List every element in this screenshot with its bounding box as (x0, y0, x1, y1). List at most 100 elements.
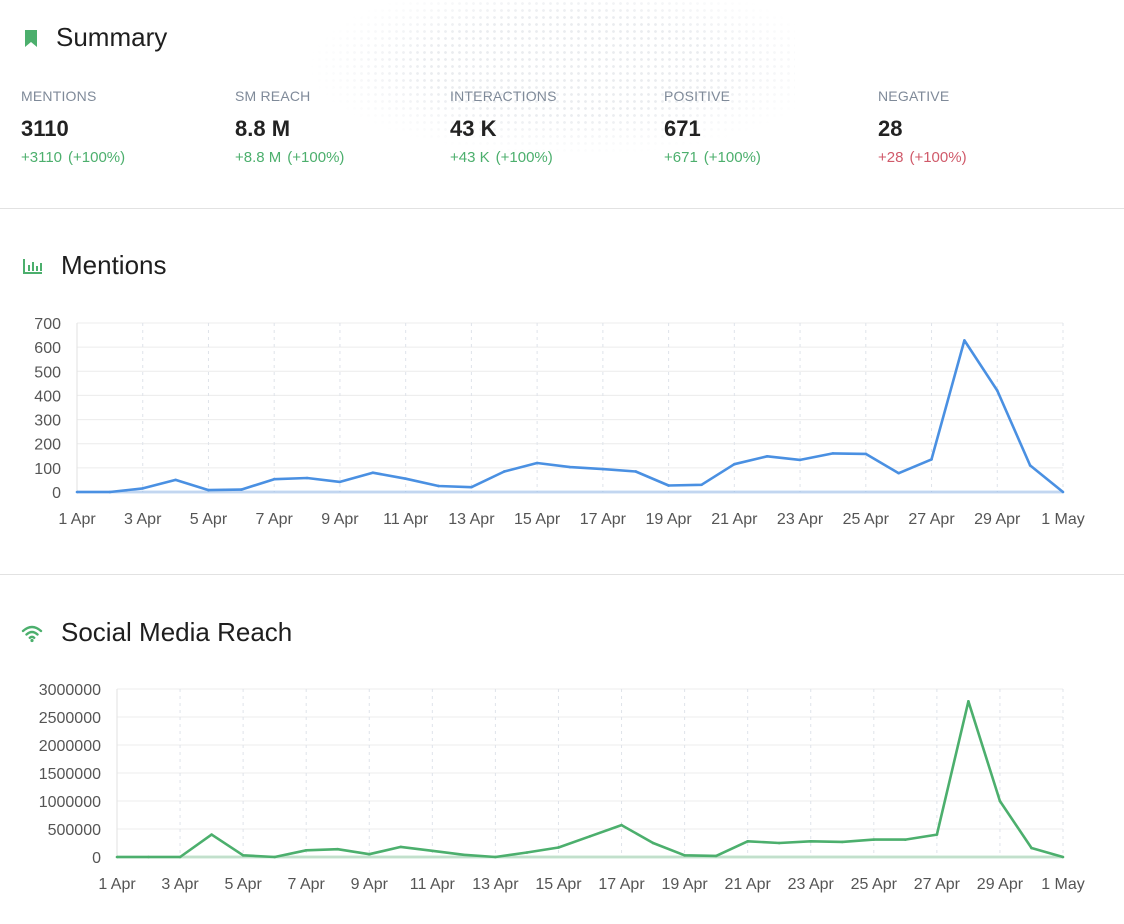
delta-percent: (+100%) (68, 149, 126, 166)
data-point (240, 488, 243, 491)
data-point (272, 477, 276, 481)
metric-value: 43 K (450, 116, 497, 141)
world-map-background (295, 0, 795, 165)
summary-title: Summary (56, 22, 168, 52)
data-point (904, 838, 907, 841)
metric-interactions: INTERACTIONS 43 K +43 K (+100%) (450, 88, 660, 166)
data-point (174, 478, 177, 482)
x-tick-label: 1 May (1041, 876, 1085, 893)
x-tick-label: 19 Apr (645, 511, 692, 528)
data-point (1028, 464, 1032, 467)
x-tick-label: 21 Apr (725, 876, 772, 893)
data-point (872, 838, 876, 841)
data-point (178, 855, 182, 859)
metric-label: MENTIONS (21, 88, 97, 104)
data-point (1061, 855, 1065, 859)
metric-value: 3110 (21, 116, 69, 141)
y-tick-label: 500 (34, 364, 61, 381)
y-tick-label: 100 (34, 461, 61, 478)
x-tick-label: 15 Apr (535, 876, 582, 893)
data-point (714, 854, 718, 858)
delta-value: +8.8 M (235, 149, 282, 166)
data-point (967, 700, 970, 703)
data-point (108, 490, 112, 494)
y-tick-label: 400 (34, 388, 61, 405)
metric-sm-reach: SM REACH 8.8 M +8.8 M (+100%) (235, 88, 445, 166)
y-tick-label: 1000000 (39, 794, 101, 811)
reach-chart: 0 500000 1000000 1500000 2000000 2500000 30000… (39, 682, 1085, 893)
data-point (557, 846, 560, 849)
x-tick-label: 9 Apr (351, 876, 389, 893)
x-tick-label: 21 Apr (711, 511, 758, 528)
data-point (525, 851, 529, 854)
x-tick-label: 23 Apr (788, 876, 835, 893)
delta-value: +3110 (21, 149, 63, 166)
metric-delta: +43 K (+100%) (450, 149, 660, 166)
data-point (273, 855, 276, 859)
data-point (963, 339, 966, 342)
x-tick-label: 13 Apr (448, 511, 495, 528)
data-point (115, 855, 119, 859)
x-tick-label: 7 Apr (288, 876, 326, 893)
data-point (935, 833, 939, 836)
data-point (305, 476, 309, 480)
x-tick-label: 17 Apr (580, 511, 627, 528)
x-tick-label: 13 Apr (472, 876, 519, 893)
data-point (1030, 846, 1033, 850)
y-tick-label: 0 (52, 485, 61, 502)
metric-mentions: MENTIONS 3110 +3110 (+100%) (21, 88, 231, 166)
x-tick-label: 27 Apr (908, 511, 955, 528)
data-point (746, 840, 749, 843)
data-point (367, 852, 371, 856)
data-point (399, 845, 403, 849)
data-point (75, 490, 79, 494)
x-tick-label: 5 Apr (224, 876, 262, 893)
metric-negative: NEGATIVE 28 +28 (+100%) (878, 88, 1088, 166)
delta-percent: (+100%) (909, 149, 967, 166)
data-point (897, 471, 900, 475)
x-tick-label: 19 Apr (661, 876, 708, 893)
data-point (1061, 490, 1065, 494)
x-tick-label: 17 Apr (598, 876, 645, 893)
data-point (765, 454, 769, 458)
section-divider (0, 208, 1124, 209)
metric-label: SM REACH (235, 88, 311, 104)
x-tick-label: 11 Apr (383, 511, 429, 528)
data-point (864, 452, 868, 456)
data-point (210, 833, 213, 836)
data-point (651, 841, 655, 845)
data-point (831, 452, 835, 455)
y-tick-label: 2000000 (39, 738, 101, 755)
data-point (995, 389, 999, 392)
x-tick-label: 27 Apr (914, 876, 961, 893)
data-point (930, 458, 933, 461)
data-point (431, 849, 434, 853)
x-tick-label: 23 Apr (777, 511, 824, 528)
data-point (241, 854, 245, 857)
bar-chart-icon (23, 258, 42, 274)
x-tick-label: 29 Apr (977, 876, 1024, 893)
data-point (683, 854, 686, 857)
data-point (840, 840, 844, 844)
x-tick-label: 7 Apr (256, 511, 294, 528)
x-tick-label: 29 Apr (974, 511, 1021, 528)
y-tick-label: 0 (92, 850, 101, 867)
data-point (437, 484, 440, 488)
metric-value: 671 (664, 116, 701, 141)
data-point (502, 470, 506, 473)
x-tick-label: 11 Apr (410, 876, 456, 893)
data-point (304, 848, 308, 852)
y-tick-label: 300 (34, 413, 61, 430)
section-divider (0, 574, 1124, 575)
data-point (207, 488, 210, 492)
data-point (371, 471, 375, 474)
x-tick-label: 1 May (1041, 511, 1085, 528)
data-point (634, 470, 638, 473)
mentions-chart: 0 100 200 300 400 500 600 700 1 Apr 3 Apr 5 Apr 7 A… (34, 316, 1085, 528)
delta-value: +671 (664, 149, 698, 166)
bookmark-icon (25, 29, 37, 47)
data-point (462, 853, 466, 857)
data-point (141, 487, 145, 490)
x-tick-label: 3 Apr (161, 876, 199, 893)
y-tick-label: 3000000 (39, 682, 101, 699)
